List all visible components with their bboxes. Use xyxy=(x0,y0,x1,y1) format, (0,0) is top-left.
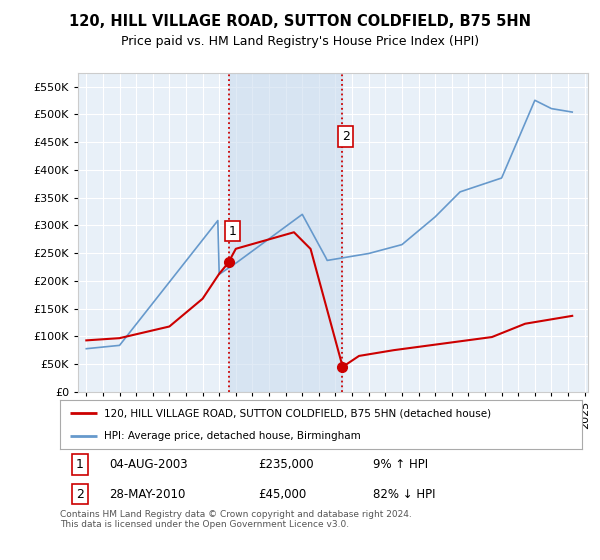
Bar xyxy=(229,73,343,392)
Text: 82% ↓ HPI: 82% ↓ HPI xyxy=(373,488,436,501)
Text: £235,000: £235,000 xyxy=(259,458,314,471)
Text: 1: 1 xyxy=(228,225,236,237)
Text: 9% ↑ HPI: 9% ↑ HPI xyxy=(373,458,428,471)
Text: Price paid vs. HM Land Registry's House Price Index (HPI): Price paid vs. HM Land Registry's House … xyxy=(121,35,479,48)
Text: 120, HILL VILLAGE ROAD, SUTTON COLDFIELD, B75 5HN: 120, HILL VILLAGE ROAD, SUTTON COLDFIELD… xyxy=(69,14,531,29)
Text: 1: 1 xyxy=(76,458,84,471)
Text: £45,000: £45,000 xyxy=(259,488,307,501)
Text: 28-MAY-2010: 28-MAY-2010 xyxy=(110,488,186,501)
Text: 2: 2 xyxy=(342,130,350,143)
Text: 120, HILL VILLAGE ROAD, SUTTON COLDFIELD, B75 5HN (detached house): 120, HILL VILLAGE ROAD, SUTTON COLDFIELD… xyxy=(104,408,491,418)
Text: 2: 2 xyxy=(76,488,84,501)
Text: Contains HM Land Registry data © Crown copyright and database right 2024.
This d: Contains HM Land Registry data © Crown c… xyxy=(60,510,412,529)
Text: 04-AUG-2003: 04-AUG-2003 xyxy=(110,458,188,471)
Text: HPI: Average price, detached house, Birmingham: HPI: Average price, detached house, Birm… xyxy=(104,431,361,441)
